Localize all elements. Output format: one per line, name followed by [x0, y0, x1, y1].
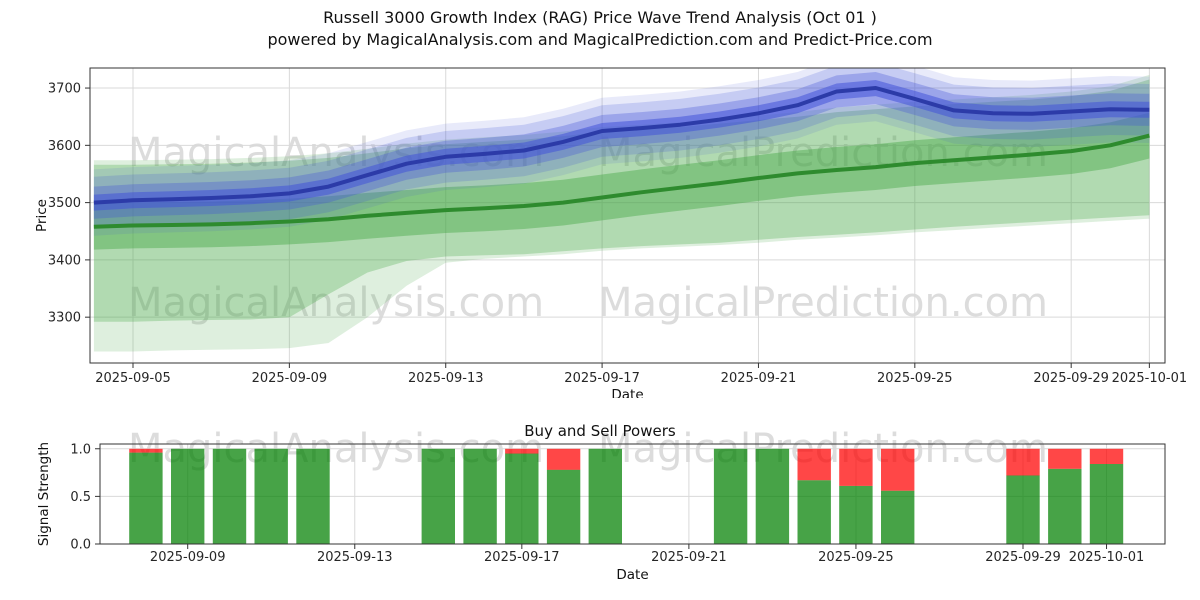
svg-text:Date: Date — [611, 387, 643, 398]
chart-subtitle: powered by MagicalAnalysis.com and Magic… — [267, 30, 933, 49]
price-wave-chart: 3300 3400 3500 3600 3700 2025-09-05 2025-09-09… — [34, 67, 1188, 398]
svg-text:2025-10-01: 2025-10-01 — [1069, 550, 1145, 565]
svg-text:0.0: 0.0 — [70, 538, 91, 553]
svg-text:3600: 3600 — [48, 139, 81, 154]
watermark-prediction: MagicalPrediction.com — [598, 280, 1048, 326]
svg-text:3500: 3500 — [48, 196, 81, 211]
svg-text:2025-09-09: 2025-09-09 — [150, 550, 226, 565]
svg-text:2025-09-29: 2025-09-29 — [985, 550, 1061, 565]
svg-text:2025-09-21: 2025-09-21 — [651, 550, 727, 565]
svg-text:Price: Price — [34, 199, 50, 232]
svg-text:2025-09-17: 2025-09-17 — [564, 371, 640, 386]
signal-chart-title: Buy and Sell Powers — [524, 422, 676, 440]
svg-text:Date: Date — [616, 567, 648, 583]
svg-text:Signal Strength: Signal Strength — [36, 442, 52, 546]
svg-text:2025-09-25: 2025-09-25 — [818, 550, 894, 565]
watermark-prediction: MagicalPrediction.com — [598, 130, 1048, 176]
svg-text:2025-09-13: 2025-09-13 — [317, 550, 393, 565]
chart-title: Russell 3000 Growth Index (RAG) Price Wa… — [323, 8, 877, 27]
svg-text:3400: 3400 — [48, 253, 81, 268]
svg-text:2025-09-17: 2025-09-17 — [484, 550, 560, 565]
svg-text:3700: 3700 — [48, 82, 81, 97]
svg-text:2025-09-13: 2025-09-13 — [408, 371, 484, 386]
svg-text:2025-09-29: 2025-09-29 — [1033, 371, 1109, 386]
svg-text:2025-09-25: 2025-09-25 — [877, 371, 953, 386]
svg-text:2025-09-21: 2025-09-21 — [721, 371, 797, 386]
watermark-analysis: MagicalAnalysis.com — [128, 280, 545, 326]
svg-text:2025-09-09: 2025-09-09 — [252, 371, 328, 386]
svg-text:1.0: 1.0 — [70, 442, 91, 457]
svg-text:0.5: 0.5 — [70, 490, 91, 505]
svg-text:3300: 3300 — [48, 311, 81, 326]
buy-sell-power-chart: 0.0 0.5 1.0 2025-09-09 2025-09-13 2025-09-17 2… — [36, 442, 1166, 583]
svg-text:2025-09-05: 2025-09-05 — [95, 371, 171, 386]
svg-text:2025-10-01: 2025-10-01 — [1112, 371, 1188, 386]
